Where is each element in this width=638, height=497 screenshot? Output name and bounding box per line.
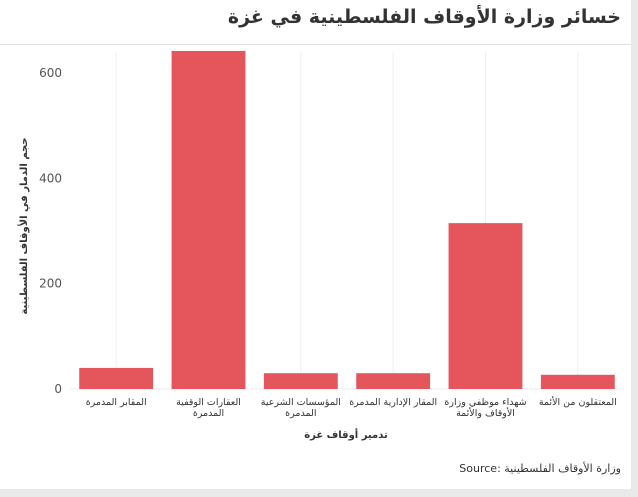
bar[interactable]	[79, 367, 154, 389]
chart-card: خسائر وزارة الأوقاف الفلسطينية في غزة 0 2…	[0, 0, 631, 489]
bar[interactable]	[448, 223, 523, 389]
x-tick-label-line: العقارات الوقفية	[176, 397, 241, 408]
x-tick-label: المعتقلون من الأئمة	[539, 396, 617, 408]
bars-layer	[79, 50, 615, 390]
x-tick-label-line: المقار الإدارية المدمرة	[349, 397, 437, 408]
x-tick-label-line: المدمرة	[285, 408, 316, 419]
y-axis-title: حجم الدمار في الأوقاف الفلسطينية	[17, 137, 30, 314]
x-tick-label-line: شهداء موظفي وزارة	[444, 397, 526, 408]
bar[interactable]	[356, 373, 431, 389]
source-note: Source: وزارة الأوقاف الفلسطينية	[459, 462, 621, 475]
y-tick-label: 400	[39, 171, 62, 185]
y-axis-ticks: 0 200 400 600	[39, 66, 62, 396]
x-tick-label: شهداء موظفي وزارة الأوقاف والأئمة	[444, 397, 526, 419]
y-tick-label: 600	[39, 66, 62, 80]
x-axis-title: تدمير أوقاف غزة	[304, 428, 388, 441]
x-tick-label-line: المدمرة	[193, 408, 224, 419]
bar[interactable]	[171, 50, 246, 390]
y-tick-label: 200	[39, 277, 62, 291]
grid-layer	[70, 52, 624, 390]
x-tick-label: المؤسسات الشرعية المدمرة	[261, 397, 341, 419]
x-tick-label: المقار الإدارية المدمرة	[349, 397, 437, 408]
x-tick-label: العقارات الوقفية المدمرة	[176, 397, 241, 419]
title-divider	[0, 44, 631, 45]
x-tick-label-line: المعتقلون من الأئمة	[539, 396, 617, 408]
x-tick-label-line: المؤسسات الشرعية	[261, 397, 341, 408]
x-tick-label-line: الأوقاف والأئمة	[456, 407, 515, 419]
x-tick-label-line: المقابر المدمرة	[86, 397, 147, 408]
bar[interactable]	[263, 373, 338, 389]
bar[interactable]	[540, 374, 615, 389]
x-axis-ticks: المقابر المدمرة العقارات الوقفية المدمرةال…	[86, 396, 617, 419]
chart-title: خسائر وزارة الأوقاف الفلسطينية في غزة	[227, 6, 621, 28]
bar-chart: 0 200 400 600 المقابر المدمرة العقارات الوقف…	[17, 50, 624, 441]
x-tick-label: المقابر المدمرة	[86, 397, 147, 408]
y-tick-label: 0	[54, 382, 62, 396]
